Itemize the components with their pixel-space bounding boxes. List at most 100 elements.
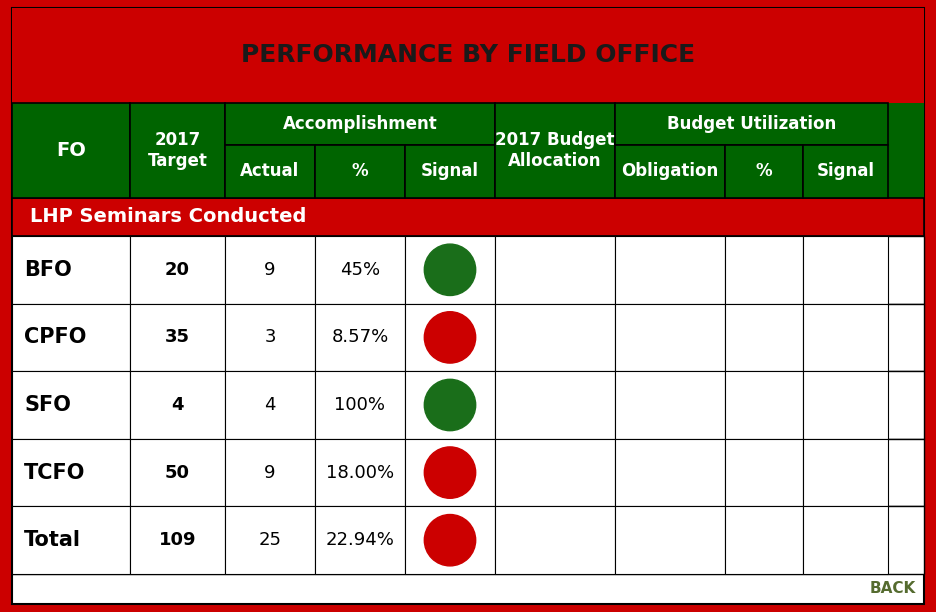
Text: PERFORMANCE BY FIELD OFFICE: PERFORMANCE BY FIELD OFFICE [241,43,695,67]
Bar [315,371,405,439]
Text: 35: 35 [165,329,190,346]
Bar [315,145,405,198]
Bar [615,506,725,574]
Bar [315,236,405,304]
Bar [803,304,888,371]
Text: 45%: 45% [340,261,380,279]
Bar [225,371,315,439]
Text: 100%: 100% [334,396,386,414]
Circle shape [424,447,475,498]
Bar [405,236,495,304]
Bar [615,236,725,304]
Text: 25: 25 [258,531,282,549]
Bar [725,439,803,506]
Bar [130,371,225,439]
Bar [130,439,225,506]
Bar [225,236,315,304]
Text: Accomplishment: Accomplishment [283,115,437,133]
Text: 20: 20 [165,261,190,279]
Bar [495,439,615,506]
Text: LHP Seminars Conducted: LHP Seminars Conducted [30,207,306,226]
Bar [130,506,225,574]
Bar [12,8,924,103]
Bar [405,145,495,198]
Bar [12,236,924,304]
Text: CPFO: CPFO [24,327,86,348]
Bar [405,371,495,439]
Text: SFO: SFO [24,395,71,415]
Bar [225,103,495,145]
Bar [495,236,615,304]
Bar [315,439,405,506]
Text: Budget Utilization: Budget Utilization [666,115,836,133]
Bar [12,236,130,304]
Bar [225,145,315,198]
Text: 18.00%: 18.00% [326,464,394,482]
Bar [725,371,803,439]
Bar [495,506,615,574]
Bar [12,304,924,371]
Bar [225,506,315,574]
Bar [725,236,803,304]
Bar [495,371,615,439]
Bar [12,439,130,506]
Text: 8.57%: 8.57% [331,329,388,346]
Bar [803,236,888,304]
Text: BACK: BACK [870,581,916,596]
Text: 9: 9 [264,261,276,279]
Text: TCFO: TCFO [24,463,85,483]
Bar [803,145,888,198]
Bar [615,439,725,506]
Text: Signal: Signal [816,163,874,181]
Text: Signal: Signal [421,163,479,181]
Bar [12,371,130,439]
Text: BFO: BFO [24,260,72,280]
Bar [130,236,225,304]
Bar [803,371,888,439]
Bar [725,304,803,371]
Bar [803,439,888,506]
Bar [225,304,315,371]
Circle shape [424,312,475,363]
Bar [12,506,130,574]
Text: Obligation: Obligation [622,163,719,181]
Circle shape [424,244,475,296]
Bar [12,506,924,574]
Bar [315,304,405,371]
Bar [495,304,615,371]
Bar [405,304,495,371]
Text: 3: 3 [264,329,276,346]
Bar [315,506,405,574]
Bar [12,103,924,198]
Text: Actual: Actual [241,163,300,181]
Bar [12,439,924,506]
Circle shape [424,379,475,431]
Bar [615,145,725,198]
Bar [12,198,924,236]
Bar [130,103,225,198]
Text: 50: 50 [165,464,190,482]
Bar [405,506,495,574]
Text: 109: 109 [159,531,197,549]
Bar [725,506,803,574]
Text: %: % [755,163,772,181]
Text: 2017
Target: 2017 Target [148,131,208,170]
Bar [130,304,225,371]
Bar [12,371,924,439]
Bar [803,506,888,574]
Text: 4: 4 [264,396,276,414]
Text: 4: 4 [171,396,183,414]
Bar [405,439,495,506]
Text: 2017 Budget
Allocation: 2017 Budget Allocation [495,131,615,170]
Text: %: % [352,163,368,181]
Bar [615,103,888,145]
Bar [615,304,725,371]
Bar [12,304,130,371]
Text: 22.94%: 22.94% [326,531,394,549]
Bar [615,371,725,439]
Bar [225,439,315,506]
Bar [495,103,615,198]
Text: FO: FO [56,141,86,160]
Text: Total: Total [24,530,81,550]
Bar [12,103,130,198]
